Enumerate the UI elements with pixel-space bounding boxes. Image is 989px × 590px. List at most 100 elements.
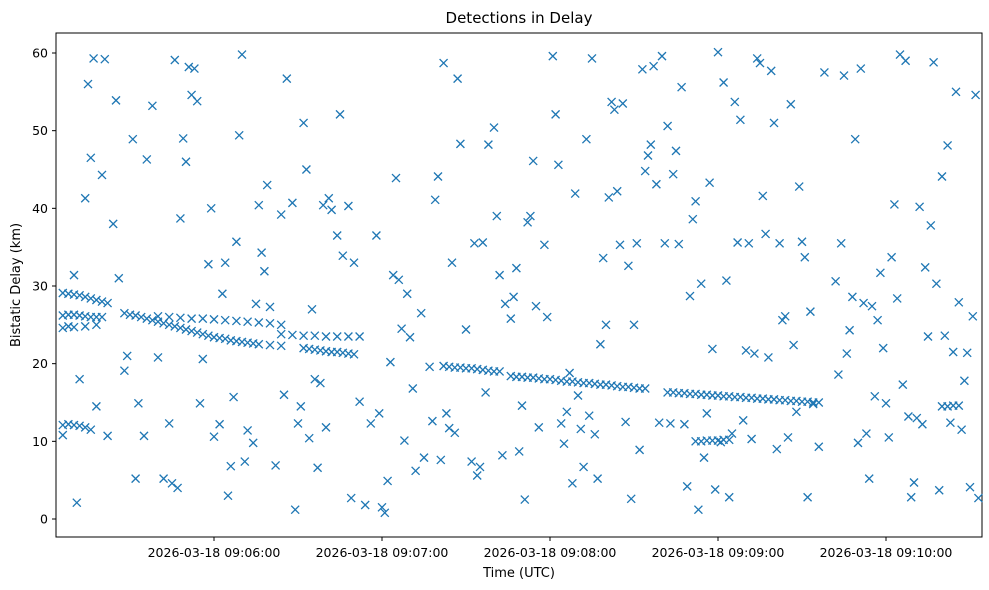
- data-point: [497, 450, 507, 460]
- data-point: [951, 87, 961, 97]
- data-point: [97, 170, 107, 180]
- y-tick-label: 40: [32, 201, 48, 216]
- data-point: [321, 332, 331, 341]
- data-point: [705, 178, 715, 188]
- data-point: [164, 320, 174, 330]
- data-point: [318, 200, 328, 210]
- data-point: [716, 437, 726, 447]
- data-point: [539, 240, 549, 250]
- x-tick-label: 2026-03-18 09:08:00: [484, 545, 617, 560]
- data-point: [220, 315, 230, 325]
- y-tick-label: 10: [32, 434, 48, 449]
- data-point: [845, 325, 855, 335]
- data-point: [203, 331, 213, 341]
- data-point: [184, 62, 194, 72]
- data-point: [940, 331, 950, 341]
- data-point: [517, 401, 527, 411]
- data-point: [360, 500, 370, 510]
- data-point: [86, 293, 96, 303]
- data-point: [97, 297, 107, 306]
- data-point: [629, 320, 639, 330]
- data-point: [489, 123, 499, 133]
- data-point: [441, 408, 451, 418]
- data-point: [805, 307, 815, 317]
- data-point: [483, 140, 493, 150]
- data-point: [366, 419, 376, 428]
- data-point: [355, 397, 365, 407]
- data-point: [640, 166, 650, 176]
- data-point: [926, 220, 936, 230]
- data-point: [338, 251, 348, 261]
- data-point: [299, 118, 309, 128]
- data-point: [576, 424, 586, 434]
- data-point: [136, 312, 146, 322]
- data-point: [864, 474, 874, 484]
- data-point: [254, 318, 264, 327]
- data-point: [91, 295, 101, 305]
- data-point: [198, 354, 208, 364]
- data-point: [643, 151, 653, 160]
- data-point: [450, 428, 460, 438]
- data-point: [472, 471, 482, 480]
- data-point: [343, 332, 353, 341]
- data-point: [749, 349, 759, 359]
- data-point: [663, 121, 673, 131]
- data-point: [850, 134, 860, 144]
- data-point: [744, 238, 754, 248]
- data-point: [282, 74, 292, 84]
- data-point: [86, 153, 96, 163]
- data-point: [114, 273, 124, 283]
- data-point: [276, 320, 286, 330]
- data-point: [58, 430, 68, 440]
- data-point: [167, 478, 177, 488]
- data-point: [257, 248, 267, 258]
- data-point: [665, 419, 675, 428]
- data-point: [632, 238, 642, 248]
- data-point: [917, 419, 927, 429]
- data-point: [402, 289, 412, 299]
- data-point: [609, 105, 619, 115]
- data-point: [108, 219, 118, 229]
- data-point: [954, 401, 964, 411]
- data-point: [192, 328, 202, 338]
- data-point: [853, 438, 863, 448]
- data-point: [192, 96, 202, 106]
- data-point: [265, 340, 275, 350]
- data-point: [587, 53, 597, 63]
- data-point: [100, 54, 110, 64]
- data-point: [559, 439, 569, 449]
- data-point: [374, 408, 384, 418]
- data-point: [889, 199, 899, 209]
- data-point: [313, 463, 323, 473]
- data-point: [371, 231, 381, 240]
- data-point: [215, 419, 225, 429]
- data-point: [898, 380, 908, 390]
- data-point: [959, 376, 969, 386]
- data-point: [301, 165, 311, 174]
- data-point: [814, 442, 824, 452]
- data-point: [601, 320, 611, 330]
- data-point: [556, 419, 566, 428]
- data-point: [159, 474, 169, 484]
- data-point: [394, 275, 404, 285]
- data-point: [439, 58, 449, 68]
- data-point: [262, 180, 272, 190]
- data-point: [565, 368, 575, 378]
- data-point: [915, 202, 925, 212]
- data-point: [223, 491, 233, 501]
- data-point: [934, 485, 944, 495]
- data-point: [595, 339, 605, 349]
- data-point: [534, 422, 544, 432]
- data-point: [164, 312, 174, 322]
- data-point: [971, 90, 981, 100]
- data-point: [615, 240, 625, 250]
- data-point: [83, 79, 93, 89]
- data-point: [730, 97, 740, 107]
- data-point: [573, 391, 583, 400]
- data-point: [430, 195, 440, 205]
- data-point: [786, 99, 796, 109]
- data-point: [478, 238, 488, 247]
- data-point: [682, 481, 692, 491]
- data-point: [923, 332, 933, 341]
- data-point: [170, 321, 180, 331]
